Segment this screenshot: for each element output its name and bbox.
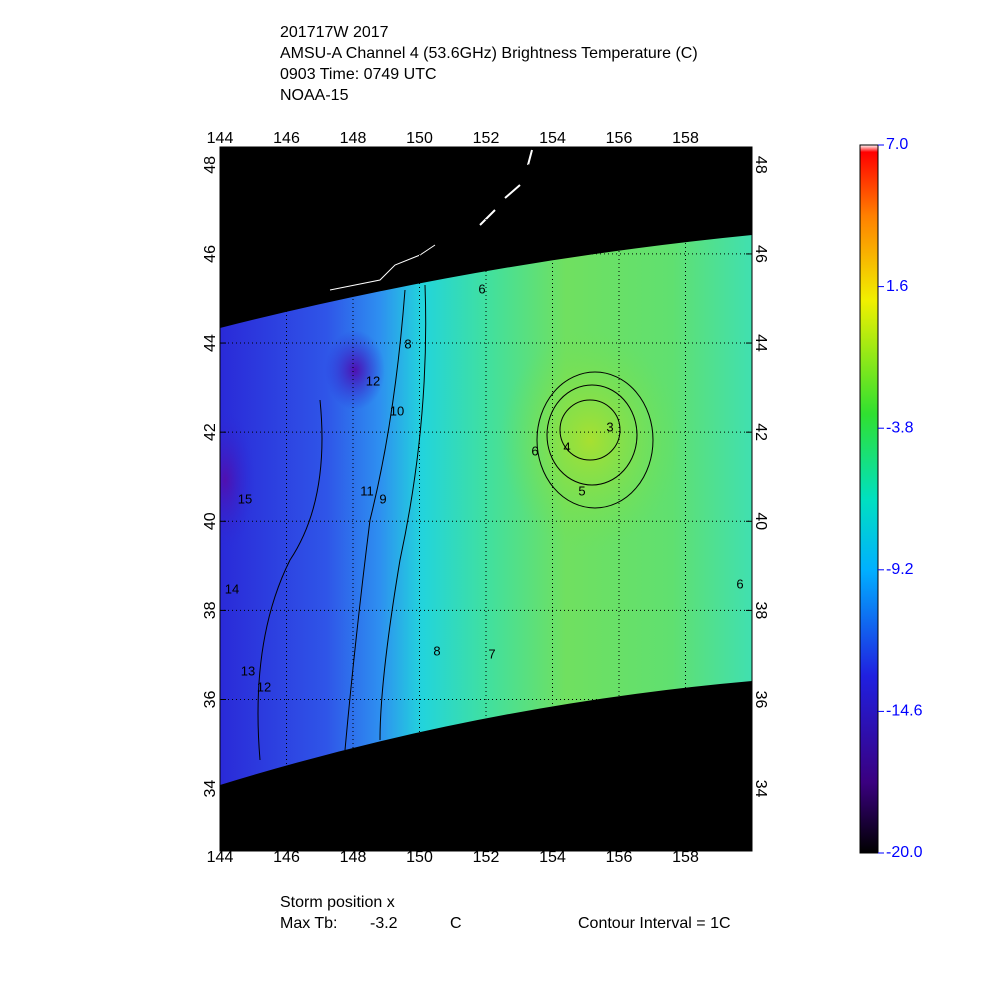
title-line: 0903 Time: 0749 UTC	[280, 66, 437, 83]
y-tick-label: 38	[752, 601, 769, 619]
colorbar-tick-label: 7.0	[886, 136, 908, 153]
contour	[257, 399, 323, 761]
y-tick-label: 42	[202, 423, 219, 441]
y-tick-label: 40	[202, 512, 219, 530]
contour-label: 6	[736, 576, 743, 591]
colorbar-tick-label: 1.6	[886, 278, 908, 295]
max-label: Max Tb:	[280, 915, 338, 932]
coastline	[329, 244, 436, 291]
y-tick-label: 44	[202, 334, 219, 352]
y-tick-label: 34	[752, 780, 769, 798]
contour-label: 4	[563, 439, 570, 454]
storm-label: Storm position x	[280, 894, 395, 911]
contour	[379, 284, 427, 741]
x-tick-label: 144	[207, 130, 234, 147]
y-tick-label: 36	[752, 691, 769, 709]
x-tick-label: 154	[539, 130, 566, 147]
contour-label: 10	[390, 403, 404, 418]
x-tick-label: 152	[473, 130, 500, 147]
y-tick-label: 34	[202, 780, 219, 798]
x-tick-label: 154	[539, 849, 566, 866]
title-line: 201717W 2017	[280, 24, 389, 41]
contour-label: 12	[257, 679, 271, 694]
max-value: -3.2	[370, 915, 398, 932]
contour-label: 5	[578, 483, 585, 498]
cold-region	[325, 330, 385, 410]
contour-label: 7	[488, 646, 495, 661]
contour-label: 9	[379, 491, 386, 506]
y-tick-label: 46	[752, 245, 769, 263]
x-tick-label: 152	[473, 849, 500, 866]
x-tick-label: 150	[406, 130, 433, 147]
x-tick-label: 156	[606, 130, 633, 147]
contour-label: 6	[531, 443, 538, 458]
y-tick-label: 44	[752, 334, 769, 352]
colorbar	[859, 144, 879, 854]
contour-label: 15	[238, 491, 252, 506]
title-line: NOAA-15	[280, 87, 349, 104]
x-tick-label: 146	[273, 130, 300, 147]
contour-label: 8	[433, 643, 440, 658]
contour-label: 14	[225, 581, 239, 596]
contour-label: 11	[360, 483, 374, 498]
title-line: AMSU-A Channel 4 (53.6GHz) Brightness Te…	[280, 45, 698, 62]
x-tick-label: 148	[340, 849, 367, 866]
x-tick-label: 156	[606, 849, 633, 866]
x-tick-label: 146	[273, 849, 300, 866]
coastline	[479, 149, 533, 226]
y-tick-label: 48	[752, 156, 769, 174]
colorbar-tick-label: -9.2	[886, 561, 914, 578]
contour	[536, 371, 654, 509]
y-tick-label: 38	[202, 601, 219, 619]
contour-label: 8	[404, 336, 411, 351]
warm-core	[500, 330, 680, 550]
contour	[559, 399, 621, 461]
y-tick-label: 46	[202, 245, 219, 263]
x-tick-label: 158	[672, 130, 699, 147]
max-unit: C	[450, 915, 462, 932]
cold-region	[220, 410, 255, 550]
y-tick-label: 48	[202, 156, 219, 174]
contour	[344, 289, 406, 751]
y-tick-label: 36	[202, 691, 219, 709]
contour	[546, 384, 638, 486]
contour-label: 13	[241, 663, 255, 678]
y-tick-label: 42	[752, 423, 769, 441]
contour-label: 3	[606, 419, 613, 434]
x-tick-label: 144	[207, 849, 234, 866]
contour-label: 6	[478, 281, 485, 296]
colorbar-tick-label: -14.6	[886, 703, 923, 720]
y-tick-label: 40	[752, 512, 769, 530]
x-tick-label: 158	[672, 849, 699, 866]
contour-label: 12	[366, 373, 380, 388]
colorbar-tick-label: -20.0	[886, 844, 923, 861]
colorbar-tick-label: -3.8	[886, 419, 914, 436]
x-tick-label: 148	[340, 130, 367, 147]
x-tick-label: 150	[406, 849, 433, 866]
contour-interval: Contour Interval = 1C	[578, 915, 731, 932]
